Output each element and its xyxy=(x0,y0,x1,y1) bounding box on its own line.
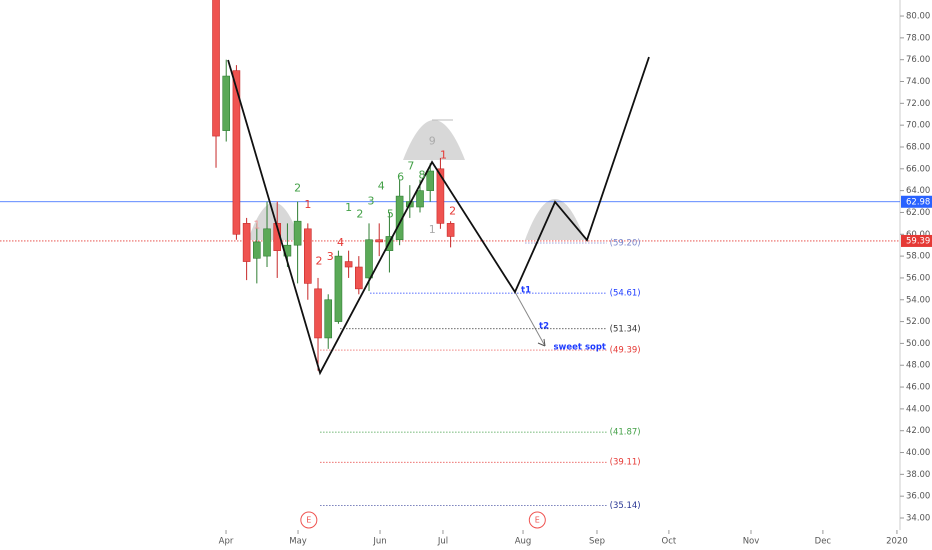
count-label: 2 xyxy=(294,181,301,194)
count-label: 1 xyxy=(429,223,436,236)
y-tick-label: 54.00 xyxy=(906,295,930,305)
x-tick-label: May xyxy=(289,537,307,547)
count-label: 1 xyxy=(304,198,311,211)
y-tick-label: 72.00 xyxy=(906,99,930,109)
y-tick-label: 52.00 xyxy=(906,317,930,327)
candle-body xyxy=(314,288,322,339)
x-tick-label: Sep xyxy=(589,537,605,547)
y-tick-label: 56.00 xyxy=(906,273,930,283)
candle-body xyxy=(232,70,241,235)
candle-body xyxy=(334,255,343,322)
y-tick-label: 62.00 xyxy=(906,208,930,218)
y-tick-label: 60.00 xyxy=(906,230,930,240)
x-tick-label: Dec xyxy=(815,537,832,547)
zigzag-line xyxy=(227,56,650,376)
count-label: 2 xyxy=(356,208,363,221)
candle-body xyxy=(436,168,445,224)
candle-body xyxy=(263,228,271,257)
level-label: (51.34) xyxy=(610,324,641,334)
y-tick-label: 34.00 xyxy=(906,513,930,523)
count-label: 1 xyxy=(253,219,260,232)
y-tick-label: 80.00 xyxy=(906,12,930,22)
level-label: (35.14) xyxy=(610,501,641,511)
event-label: E xyxy=(306,516,311,525)
y-tick-label: 66.00 xyxy=(906,164,930,174)
event-label: E xyxy=(535,516,540,525)
x-tick-label: Jul xyxy=(437,537,448,547)
level-label: (59.20) xyxy=(610,239,641,249)
x-tick-label: Aug xyxy=(515,537,532,547)
candle-body xyxy=(304,228,312,284)
count-label: 2 xyxy=(449,204,456,217)
count-label: 6 xyxy=(397,171,404,184)
y-tick-label: 76.00 xyxy=(906,55,930,65)
count-label: 8 xyxy=(419,168,426,181)
candle-body xyxy=(222,75,231,131)
level-tag: t2 xyxy=(539,321,549,331)
y-tick-label: 74.00 xyxy=(906,77,930,87)
count-label: 4 xyxy=(378,179,385,192)
level-tag: sweet sopt xyxy=(553,343,606,353)
x-tick-label: Apr xyxy=(219,537,234,547)
count-label: 9 xyxy=(429,135,436,148)
candle-body xyxy=(242,223,251,262)
y-tick-label: 40.00 xyxy=(906,448,930,458)
candle-body xyxy=(344,261,353,268)
level-label: (39.11) xyxy=(610,458,641,468)
arrow xyxy=(514,291,546,347)
level-tag: t1 xyxy=(521,286,531,296)
candle-body xyxy=(375,239,384,243)
y-tick-label: 36.00 xyxy=(906,492,930,502)
y-tick-label: 70.00 xyxy=(906,121,930,131)
count-label: 3 xyxy=(368,195,375,208)
y-tick-label: 38.00 xyxy=(906,470,930,480)
y-tick-label: 64.00 xyxy=(906,186,930,196)
level-label: (41.87) xyxy=(610,428,641,438)
x-tick-label: Oct xyxy=(662,537,677,547)
candle-body xyxy=(293,220,302,246)
count-label: 3 xyxy=(327,250,334,263)
candle-body xyxy=(426,170,435,191)
candle-body xyxy=(365,239,373,279)
y-tick-label: 50.00 xyxy=(906,339,930,349)
price-box xyxy=(901,234,932,247)
count-label: 1 xyxy=(440,149,447,162)
y-tick-label: 68.00 xyxy=(906,142,930,152)
candle-body xyxy=(416,190,424,208)
y-tick-label: 58.00 xyxy=(906,252,930,262)
y-tick-label: 78.00 xyxy=(906,33,930,43)
price-box-label: 62.98 xyxy=(906,197,930,207)
count-label: 2 xyxy=(316,255,323,268)
candle-body xyxy=(324,299,333,339)
x-tick-label: 2020 xyxy=(886,537,908,547)
level-label: (49.39) xyxy=(610,346,641,356)
level-label: (54.61) xyxy=(610,289,641,299)
count-label: 4 xyxy=(337,236,344,249)
cup-shapes xyxy=(248,119,585,347)
candle-body xyxy=(212,0,220,137)
x-tick-label: Jun xyxy=(372,537,386,547)
y-tick-label: 42.00 xyxy=(906,426,930,436)
arrow-head xyxy=(537,338,546,347)
candle-body xyxy=(446,223,455,237)
price-box-label: 59.39 xyxy=(906,236,930,246)
count-label: 1 xyxy=(345,201,352,214)
y-tick-label: 48.00 xyxy=(906,361,930,371)
count-label: 5 xyxy=(387,208,394,221)
x-tick-label: Nov xyxy=(743,537,760,547)
event-marker xyxy=(300,511,318,529)
cup-shape xyxy=(525,199,585,240)
count-label: 7 xyxy=(407,160,414,173)
candle-body xyxy=(355,266,363,290)
event-marker xyxy=(528,511,546,529)
y-tick-label: 46.00 xyxy=(906,383,930,393)
y-tick-label: 44.00 xyxy=(906,404,930,414)
cup-shape xyxy=(403,120,465,160)
price-box xyxy=(901,195,932,208)
candle-body xyxy=(253,241,261,259)
